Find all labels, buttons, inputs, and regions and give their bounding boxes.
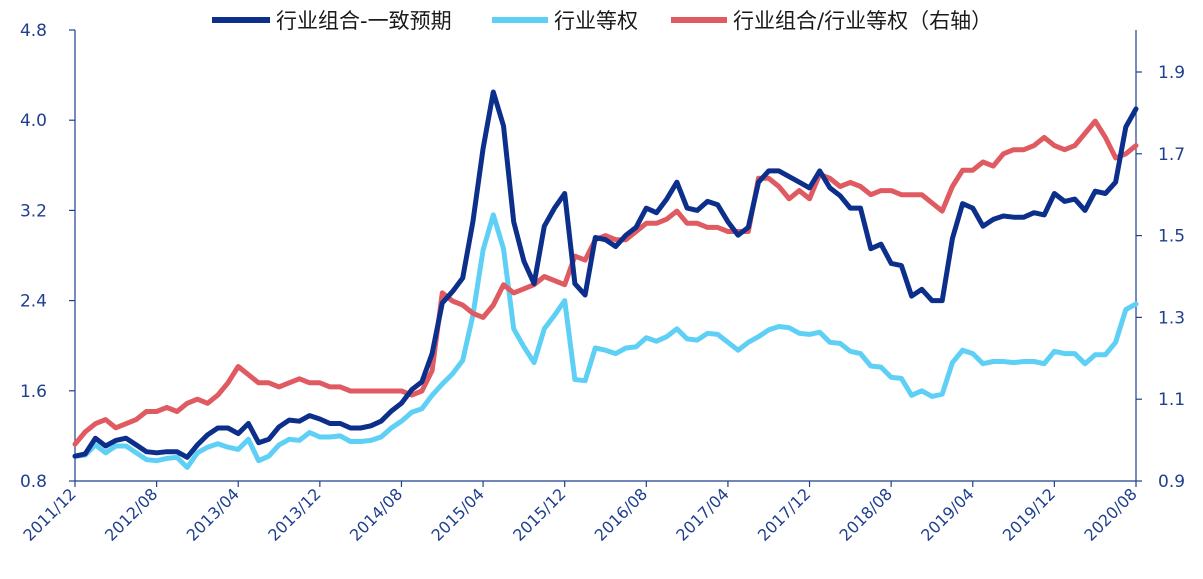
left-tick-label: 0.8 [20, 472, 47, 492]
x-tick-label: 2012/08 [101, 484, 161, 544]
series-line-0 [72, 89, 1139, 460]
x-tick-label: 2017/12 [754, 484, 814, 544]
left-tick-label: 3.2 [20, 201, 47, 221]
x-tick-label: 2019/04 [917, 484, 977, 544]
right-tick-label: 1.3 [1158, 308, 1185, 328]
right-tick-label: 1.1 [1158, 390, 1185, 410]
x-tick-label: 2015/12 [509, 484, 569, 544]
series-line-1 [72, 212, 1139, 470]
x-tick-label: 2018/08 [836, 484, 896, 544]
x-tick-label: 2015/04 [427, 484, 487, 544]
right-tick-label: 1.9 [1158, 63, 1185, 83]
x-tick-label: 2019/12 [999, 484, 1059, 544]
left-tick-label: 4.0 [20, 111, 47, 131]
right-tick-label: 1.5 [1158, 227, 1185, 247]
legend-label-1: 行业等权 [554, 9, 638, 33]
x-tick-label: 2011/12 [19, 484, 79, 544]
x-tick-label: 2020/08 [1080, 484, 1140, 544]
legend-label-0: 行业组合-一致预期 [276, 9, 452, 33]
x-tick-label: 2013/12 [264, 484, 324, 544]
left-tick-label: 4.8 [20, 21, 47, 41]
x-tick-label: 2013/04 [183, 484, 243, 544]
right-tick-label: 1.7 [1158, 145, 1185, 165]
left-tick-label: 1.6 [20, 382, 47, 402]
x-tick-label: 2016/08 [591, 484, 651, 544]
series-line-2 [72, 118, 1139, 447]
series-lines [72, 89, 1139, 470]
axes: 0.8 1.6 2.4 3.2 4.0 4.8 0.9 1.1 1.3 1.5 1.7 1.9 2011… [19, 21, 1185, 545]
legend: 行业组合-一致预期 行业等权 行业组合/行业等权（右轴） [212, 9, 992, 33]
x-tick-label: 2017/04 [672, 484, 732, 544]
legend-label-2: 行业组合/行业等权（右轴） [733, 9, 992, 33]
left-tick-label: 2.4 [20, 292, 47, 312]
right-tick-label: 0.9 [1158, 472, 1185, 492]
x-tick-label: 2014/08 [346, 484, 406, 544]
